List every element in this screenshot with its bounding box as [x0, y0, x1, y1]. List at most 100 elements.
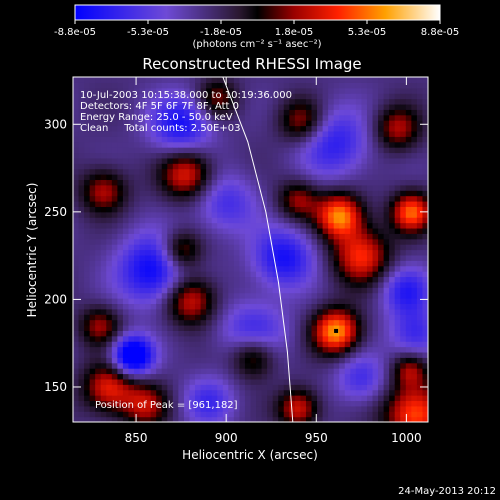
heatmap-cell — [267, 136, 274, 143]
heatmap-cell — [139, 319, 146, 326]
heatmap-cell — [400, 298, 407, 305]
heatmap-cell — [189, 77, 196, 83]
heatmap-cell — [145, 227, 152, 234]
heatmap-cell — [361, 130, 368, 137]
heatmap-cell — [366, 168, 374, 175]
heatmap-cell — [139, 114, 146, 121]
heatmap-cell — [84, 222, 91, 229]
heatmap-cell — [228, 93, 235, 100]
heatmap-cell — [84, 109, 91, 116]
heatmap-cell — [228, 190, 235, 197]
heatmap-cell — [372, 319, 379, 326]
heatmap-cell — [167, 136, 174, 143]
heatmap-cell — [378, 308, 385, 315]
heatmap-cell — [89, 195, 96, 202]
heatmap-cell — [333, 281, 340, 288]
heatmap-cell — [189, 298, 196, 305]
heatmap-cell — [172, 211, 179, 218]
heatmap-cell — [211, 341, 218, 348]
heatmap-cell — [311, 98, 318, 105]
heatmap-cell — [239, 341, 246, 348]
heatmap-cell — [200, 222, 207, 229]
heatmap-cell — [139, 157, 146, 164]
heatmap-cell — [128, 190, 135, 197]
heatmap-cell — [189, 357, 196, 364]
heatmap-cell — [350, 163, 357, 170]
heatmap-cell — [167, 238, 174, 245]
heatmap-cell — [106, 260, 113, 267]
heatmap-cell — [283, 378, 290, 385]
heatmap-cell — [172, 292, 179, 299]
heatmap-cell — [389, 147, 396, 154]
heatmap-cell — [283, 373, 290, 380]
heatmap-cell — [78, 378, 85, 385]
heatmap-cell — [183, 87, 191, 94]
heatmap-cell — [222, 244, 229, 251]
heatmap-cell — [400, 308, 407, 315]
heatmap-cell — [289, 141, 296, 148]
heatmap-cell — [134, 351, 141, 358]
heatmap-cell — [289, 174, 296, 181]
heatmap-cell — [328, 190, 335, 197]
heatmap-cell — [366, 211, 374, 218]
heatmap-cell — [411, 120, 418, 127]
heatmap-cell — [145, 357, 152, 364]
heatmap-cell — [73, 211, 80, 218]
heatmap-cell — [300, 287, 307, 294]
heatmap-cell — [344, 384, 351, 391]
heatmap-cell — [322, 341, 329, 348]
heatmap-cell — [294, 324, 302, 331]
heatmap-cell — [244, 330, 252, 337]
heatmap-cell — [294, 87, 302, 94]
heatmap-cell — [355, 378, 363, 385]
heatmap-cell — [117, 195, 124, 202]
heatmap-cell — [300, 281, 307, 288]
heatmap-cell — [350, 400, 357, 407]
heatmap-cell — [294, 308, 302, 315]
heatmap-cell — [333, 238, 340, 245]
heatmap-cell — [117, 136, 124, 143]
heatmap-cell — [217, 357, 224, 364]
heatmap-cell — [416, 416, 424, 422]
heatmap-cell — [261, 163, 268, 170]
heatmap-cell — [322, 308, 329, 315]
heatmap-cell — [117, 341, 124, 348]
heatmap-cell — [283, 206, 290, 213]
heatmap-cell — [89, 147, 96, 154]
heatmap-cell — [361, 335, 368, 342]
heatmap-cell — [117, 324, 124, 331]
heatmap-cell — [422, 249, 428, 256]
heatmap-cell — [378, 77, 385, 83]
heatmap-cell — [272, 368, 279, 375]
heatmap-cell — [239, 416, 246, 422]
heatmap-cell — [106, 190, 113, 197]
heatmap-cell — [156, 260, 163, 267]
heatmap-cell — [278, 82, 285, 89]
heatmap-cell — [372, 211, 379, 218]
heatmap-cell — [78, 184, 85, 191]
heatmap-cell — [167, 125, 174, 132]
x-tick-label: 950 — [305, 431, 328, 445]
heatmap-cell — [189, 190, 196, 197]
heatmap-cell — [167, 87, 174, 94]
heatmap-cell — [84, 141, 91, 148]
heatmap-cell — [311, 298, 318, 305]
heatmap-cell — [117, 416, 124, 422]
heatmap-cell — [311, 238, 318, 245]
heatmap-cell — [311, 168, 318, 175]
heatmap-cell — [217, 179, 224, 186]
heatmap-cell — [183, 120, 191, 127]
heatmap-cell — [355, 400, 363, 407]
heatmap-cell — [278, 341, 285, 348]
heatmap-cell — [145, 298, 152, 305]
heatmap-cell — [244, 314, 252, 321]
heatmap-cell — [139, 98, 146, 105]
heatmap-cell — [122, 200, 130, 207]
heatmap-cell — [322, 357, 329, 364]
heatmap-cell — [233, 87, 241, 94]
heatmap-cell — [84, 351, 91, 358]
heatmap-cell — [161, 147, 168, 154]
heatmap-cell — [278, 98, 285, 105]
heatmap-cell — [311, 389, 318, 396]
